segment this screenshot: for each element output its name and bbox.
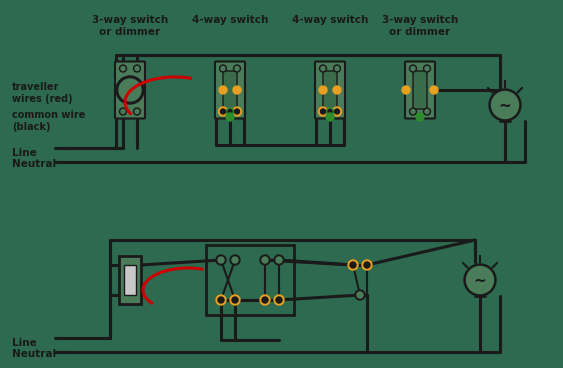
Circle shape: [219, 86, 227, 94]
Circle shape: [116, 76, 144, 104]
Circle shape: [409, 65, 417, 72]
Text: Neutral: Neutral: [12, 349, 56, 359]
Circle shape: [232, 257, 238, 263]
FancyBboxPatch shape: [413, 71, 427, 109]
Circle shape: [276, 257, 282, 263]
Circle shape: [133, 108, 141, 115]
Text: Line: Line: [12, 338, 37, 348]
Circle shape: [218, 297, 224, 303]
Circle shape: [216, 295, 226, 305]
Bar: [124, 265, 136, 295]
Circle shape: [135, 110, 139, 113]
FancyBboxPatch shape: [315, 61, 345, 118]
Circle shape: [416, 113, 424, 121]
Circle shape: [235, 109, 239, 114]
Circle shape: [319, 86, 327, 94]
Circle shape: [233, 107, 242, 116]
Text: ~: ~: [473, 273, 486, 289]
Circle shape: [230, 255, 240, 265]
Circle shape: [425, 110, 429, 113]
Text: Line: Line: [12, 148, 37, 158]
Circle shape: [364, 262, 370, 268]
Circle shape: [333, 65, 341, 72]
Circle shape: [350, 262, 356, 268]
Circle shape: [232, 297, 238, 303]
FancyBboxPatch shape: [405, 61, 435, 118]
Text: 3-way switch
or dimmer: 3-way switch or dimmer: [382, 15, 458, 36]
Circle shape: [274, 295, 284, 305]
Circle shape: [233, 86, 241, 94]
Text: traveller
wires (red): traveller wires (red): [12, 82, 73, 104]
Circle shape: [362, 260, 372, 270]
Circle shape: [121, 67, 125, 71]
Circle shape: [489, 89, 521, 121]
Circle shape: [221, 67, 225, 71]
FancyBboxPatch shape: [223, 71, 237, 109]
Circle shape: [234, 65, 240, 72]
Circle shape: [216, 255, 226, 265]
Circle shape: [328, 110, 332, 113]
Circle shape: [319, 65, 327, 72]
Circle shape: [135, 67, 139, 71]
Circle shape: [335, 67, 339, 71]
Circle shape: [262, 257, 268, 263]
Circle shape: [133, 65, 141, 72]
Circle shape: [119, 108, 127, 115]
Text: 3-way switch
or dimmer: 3-way switch or dimmer: [92, 15, 168, 36]
Circle shape: [119, 79, 141, 101]
Text: Neutral: Neutral: [12, 159, 56, 169]
Text: 4-way switch: 4-way switch: [192, 15, 268, 25]
Text: ~: ~: [499, 99, 511, 113]
Circle shape: [226, 108, 234, 115]
Circle shape: [334, 109, 339, 114]
Circle shape: [319, 107, 328, 116]
Circle shape: [327, 108, 333, 115]
Circle shape: [230, 295, 240, 305]
Bar: [206, 245, 294, 315]
Circle shape: [411, 110, 415, 113]
Circle shape: [355, 290, 365, 300]
Circle shape: [491, 92, 519, 118]
Circle shape: [320, 109, 325, 114]
Circle shape: [430, 86, 438, 94]
Circle shape: [402, 86, 410, 94]
Circle shape: [409, 108, 417, 115]
Circle shape: [333, 86, 341, 94]
FancyBboxPatch shape: [115, 61, 145, 118]
Circle shape: [218, 107, 227, 116]
Circle shape: [226, 113, 234, 121]
Circle shape: [423, 108, 431, 115]
Circle shape: [348, 260, 358, 270]
Circle shape: [357, 292, 363, 298]
Circle shape: [119, 65, 127, 72]
Circle shape: [425, 67, 429, 71]
Circle shape: [411, 67, 415, 71]
Circle shape: [326, 113, 334, 121]
Circle shape: [220, 65, 226, 72]
Text: common wire
(black): common wire (black): [12, 110, 86, 132]
Circle shape: [260, 295, 270, 305]
Circle shape: [333, 107, 342, 116]
Circle shape: [467, 266, 494, 294]
FancyBboxPatch shape: [323, 71, 337, 109]
Circle shape: [321, 67, 325, 71]
Circle shape: [274, 255, 284, 265]
Circle shape: [121, 110, 125, 113]
Circle shape: [276, 297, 282, 303]
Circle shape: [228, 110, 232, 113]
Circle shape: [260, 255, 270, 265]
Bar: [119, 256, 141, 304]
Circle shape: [235, 67, 239, 71]
Circle shape: [218, 257, 224, 263]
Text: 4-way switch: 4-way switch: [292, 15, 368, 25]
Circle shape: [221, 109, 226, 114]
FancyBboxPatch shape: [215, 61, 245, 118]
Circle shape: [464, 264, 496, 296]
Circle shape: [423, 65, 431, 72]
Circle shape: [262, 297, 268, 303]
